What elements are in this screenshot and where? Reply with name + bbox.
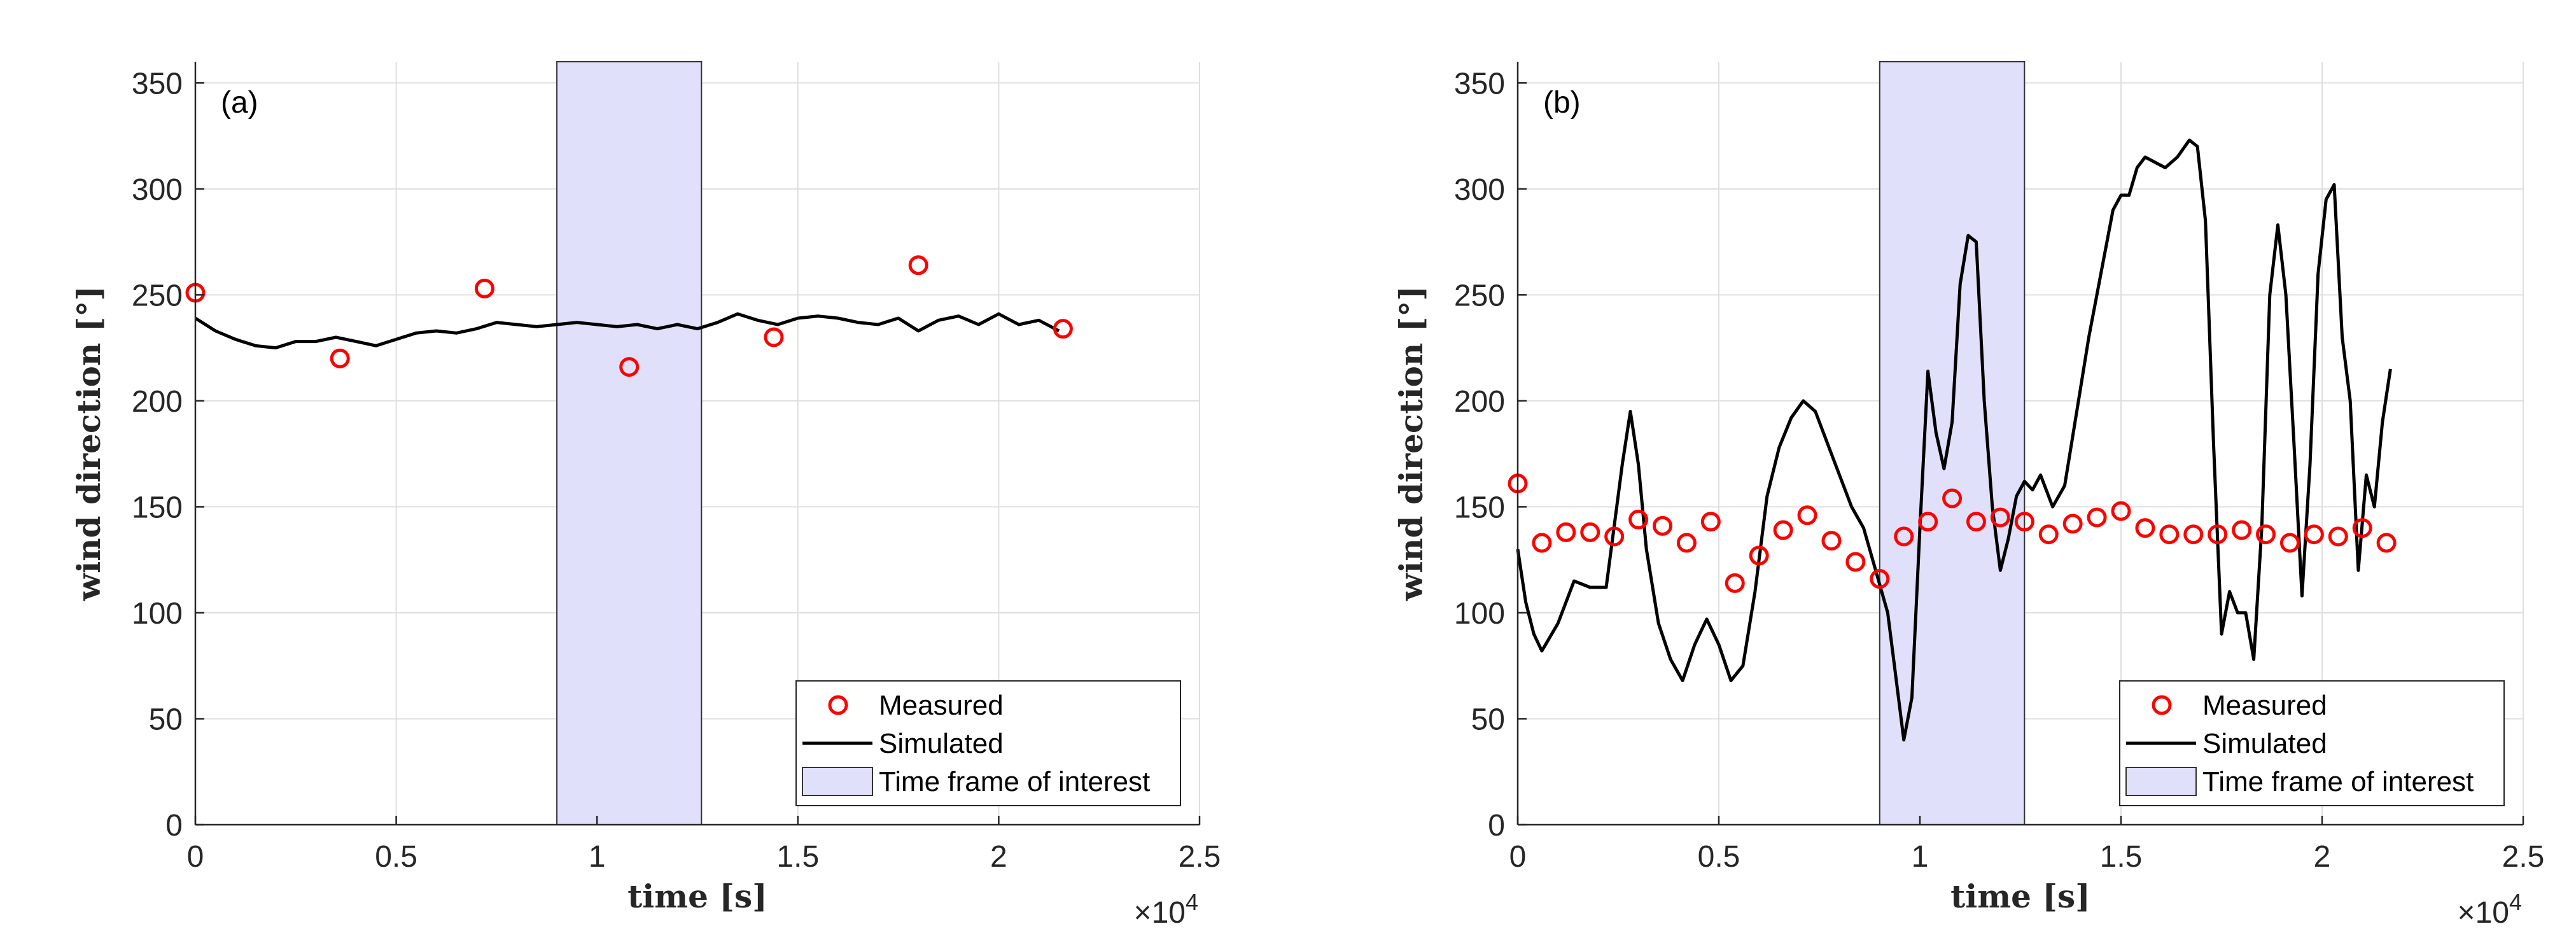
time-frame-highlight xyxy=(1879,61,2026,825)
simulated-line xyxy=(194,312,1060,350)
measured-point xyxy=(2352,518,2372,538)
measured-point xyxy=(908,255,928,276)
y-tick-label: 0 xyxy=(1488,809,1505,843)
measured-point xyxy=(1894,526,1914,547)
y-tick-label: 100 xyxy=(1454,597,1505,631)
measured-point xyxy=(2062,514,2083,534)
y-tick-label: 350 xyxy=(132,67,183,101)
measured-point xyxy=(2304,524,2324,545)
measured-point xyxy=(2159,524,2180,545)
measured-point xyxy=(1990,507,2010,528)
x-tick-label: 0.5 xyxy=(375,840,417,874)
measured-point xyxy=(1676,533,1697,553)
measured-point xyxy=(619,357,640,377)
measured-point xyxy=(2232,520,2252,540)
y-axis-label: wind direction [°] xyxy=(1392,286,1430,601)
measured-point xyxy=(1845,552,1866,572)
measured-point xyxy=(1918,512,1938,532)
legend-marker-measured xyxy=(828,695,848,715)
measured-point xyxy=(474,278,494,298)
legend-label-measured: Measured xyxy=(879,690,1004,721)
x-tick-label: 1 xyxy=(1912,840,1929,874)
measured-point xyxy=(2087,507,2107,528)
measured-point xyxy=(2328,526,2348,547)
x-tick-label: 1.5 xyxy=(776,840,819,874)
y-tick-label: 350 xyxy=(1454,67,1505,101)
measured-point xyxy=(1773,520,1793,540)
panel-b: 0 0.5 1 1.5 2 2.5 0 50 100 150 200 250 300 350 ×104 tim… xyxy=(1392,61,2545,930)
panel-a: 0 0.5 1 1.5 2 2.5 0 50 100 150 200 250 300 350 ×104 tim… xyxy=(70,61,1221,930)
y-tick-label: 250 xyxy=(1454,279,1505,312)
simulated-line xyxy=(1516,138,2392,742)
panel-label: (b) xyxy=(1543,86,1581,120)
y-tick-label: 0 xyxy=(165,809,183,843)
legend-label-highlight: Time frame of interest xyxy=(2202,766,2474,797)
y-axis-label: wind direction [°] xyxy=(70,286,108,601)
legend-patch-highlight xyxy=(2125,767,2197,796)
x-tick-label: 0 xyxy=(187,840,204,874)
measured-point xyxy=(1604,526,1625,547)
x-exponent-label: ×104 xyxy=(2458,889,2522,930)
legend-label-highlight: Time frame of interest xyxy=(879,766,1150,797)
measured-point xyxy=(1580,522,1600,542)
x-axis-label: time [s] xyxy=(1950,878,2090,915)
x-tick-label: 0 xyxy=(1509,840,1527,874)
measured-point xyxy=(2135,518,2155,538)
y-tick-label: 300 xyxy=(132,173,183,207)
legend: Measured Simulated Time frame of interest xyxy=(2119,680,2505,806)
y-tick-label: 50 xyxy=(149,703,183,736)
measured-point xyxy=(2111,501,2131,521)
x-exponent-label: ×104 xyxy=(1134,889,1198,930)
y-tick-label: 200 xyxy=(1454,385,1505,419)
x-tick-label: 2 xyxy=(990,840,1007,874)
legend-label-measured: Measured xyxy=(2202,690,2327,721)
measured-point xyxy=(1870,569,1890,589)
measured-point xyxy=(1725,573,1745,593)
x-tick-label: 1.5 xyxy=(2100,840,2143,874)
legend: Measured Simulated Time frame of interest xyxy=(795,680,1181,806)
measured-point xyxy=(1532,533,1552,553)
y-tick-label: 150 xyxy=(1454,491,1505,524)
measured-point xyxy=(2183,524,2204,545)
measured-point xyxy=(1556,522,1576,542)
measured-point xyxy=(2279,533,2300,553)
panel-label: (a) xyxy=(221,86,258,120)
measured-point xyxy=(1797,505,1817,526)
y-tick-label: 50 xyxy=(1471,703,1505,736)
y-tick-label: 150 xyxy=(132,491,183,524)
x-tick-label: 2.5 xyxy=(2502,840,2545,874)
measured-point xyxy=(330,348,350,368)
measured-point xyxy=(2376,533,2397,553)
measured-point xyxy=(2014,512,2034,532)
y-tick-label: 200 xyxy=(132,385,183,419)
measured-point xyxy=(2256,524,2276,545)
measured-point xyxy=(1653,515,1673,536)
measured-point xyxy=(1821,531,1842,551)
measured-point xyxy=(2208,524,2228,545)
x-tick-label: 1 xyxy=(589,840,606,874)
time-frame-highlight xyxy=(556,61,703,825)
x-tick-label: 2.5 xyxy=(1179,840,1221,874)
measured-point xyxy=(1700,512,1721,532)
legend-label-simulated: Simulated xyxy=(879,728,1004,759)
legend-marker-measured xyxy=(2152,695,2172,715)
x-tick-label: 0.5 xyxy=(1698,840,1740,874)
y-tick-label: 100 xyxy=(132,597,183,631)
legend-label-simulated: Simulated xyxy=(2202,728,2327,759)
measured-point xyxy=(764,327,784,347)
measured-point xyxy=(1628,509,1649,529)
y-tick-label: 250 xyxy=(132,279,183,312)
x-tick-label: 2 xyxy=(2314,840,2331,874)
legend-patch-highlight xyxy=(802,767,873,796)
measured-point xyxy=(1749,545,1769,566)
x-axis-label: time [s] xyxy=(627,878,767,915)
measured-point xyxy=(1053,319,1073,339)
measured-point xyxy=(2038,524,2059,545)
y-tick-label: 300 xyxy=(1454,173,1505,207)
measured-point xyxy=(1966,512,1986,532)
measured-point xyxy=(1942,488,1963,508)
